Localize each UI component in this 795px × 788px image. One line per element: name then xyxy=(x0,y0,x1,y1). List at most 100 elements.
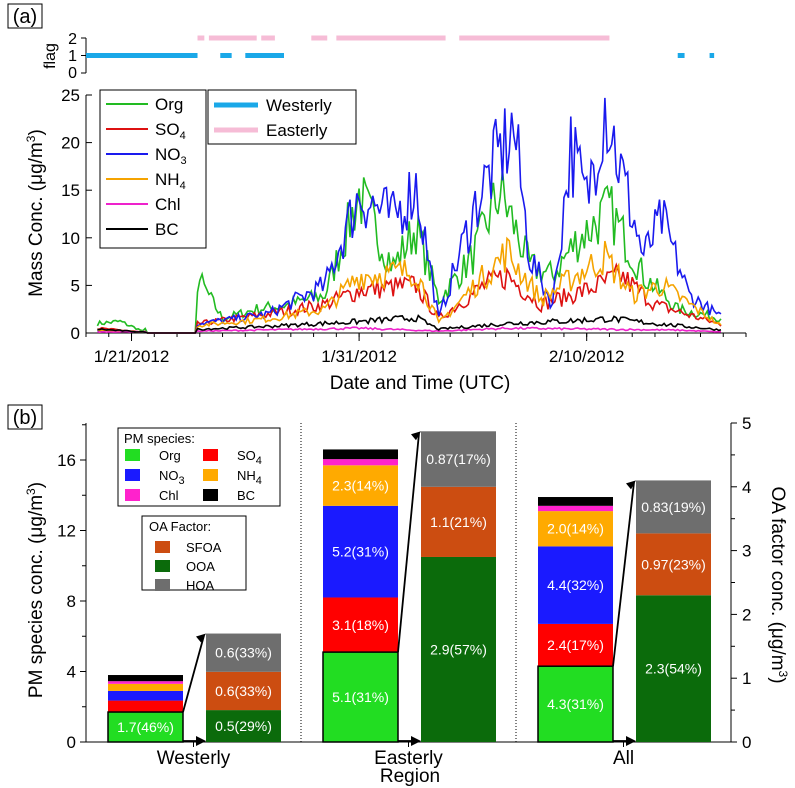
series-line-chl xyxy=(97,326,722,334)
series-line-org xyxy=(96,169,722,334)
legend-pm-swatch-bc xyxy=(203,489,218,501)
y-ticks-right-b: 0 1 2 3 4 5 xyxy=(731,414,751,752)
oa-bar-segment-hoa xyxy=(636,480,711,534)
y-tick-label-left-b: 0 xyxy=(67,733,76,752)
pm-bar-segment-org xyxy=(323,652,398,742)
oa-bar-segment-ooa xyxy=(636,595,711,742)
y-tick-label-right-b: 2 xyxy=(742,605,751,624)
y-tick-label-a: 25 xyxy=(61,86,80,105)
x-tick-label-a: 2/10/2012 xyxy=(549,347,625,366)
oa-bar-segment-ooa xyxy=(206,710,281,742)
legend-label-nh: NH4 xyxy=(155,170,186,192)
group-label-easterly: Easterly xyxy=(374,748,443,769)
legend-oa-swatch-sfoa xyxy=(155,541,170,553)
connector-arrowhead-bottom xyxy=(411,736,421,746)
legend-flag-label-westerly: Westerly xyxy=(266,96,332,115)
legend-flag-label-easterly: Easterly xyxy=(266,121,328,140)
pm-bar-label: 2.3(14%) xyxy=(332,478,389,494)
org-outline xyxy=(107,711,184,743)
y-axis-title-a-sup: 3 xyxy=(24,135,38,142)
flag-axis-title: flag xyxy=(42,43,59,69)
group-label-all: All xyxy=(613,748,634,769)
oa-bar-segment-sfoa xyxy=(206,671,281,711)
flag-tick-label: 2 xyxy=(68,31,77,48)
oa-bar-label: 0.6(33%) xyxy=(215,645,272,661)
oa-bar-segment-sfoa xyxy=(636,533,711,596)
pm-bar-segment-so4 xyxy=(323,597,398,653)
pm-bar-segment-org xyxy=(538,666,613,742)
legend-pm-swatch-chl xyxy=(125,489,140,501)
legend-flags-items: Westerly Easterly xyxy=(214,96,332,140)
x-tick-label-a: 1/21/2012 xyxy=(94,347,170,366)
pm-bar-label: 4.4(32%) xyxy=(547,577,604,593)
pm-bar-label: 5.1(31%) xyxy=(332,689,389,705)
pm-bar-segment-nh4 xyxy=(323,465,398,506)
y-ticks-left-b: 0 4 8 12 16 xyxy=(57,424,86,752)
pm-bar-segment-bc xyxy=(323,449,398,460)
oa-bar-label: 0.5(29%) xyxy=(215,718,272,734)
y-axis-title-left-b-sup: 3 xyxy=(24,488,38,495)
pm-bar-segment-bc xyxy=(108,675,183,682)
x-axis-title-b: Region xyxy=(380,766,440,787)
oa-bar-label: 1.1(21%) xyxy=(430,514,487,530)
pm-bar-segment-bc xyxy=(538,497,613,506)
legend-pm-label-chl: Chl xyxy=(159,488,179,503)
y-tick-label-a: 0 xyxy=(71,324,80,343)
connector-line-top xyxy=(397,433,420,653)
pm-bar-label: 2.4(17%) xyxy=(547,637,604,653)
flag-tick-label: 0 xyxy=(68,65,77,82)
legend-oa-label-ooa: OOA xyxy=(186,559,215,574)
oa-bar-label: 0.6(33%) xyxy=(215,683,272,699)
oa-bar-label: 0.83(19%) xyxy=(641,499,706,515)
y-tick-label-right-b: 3 xyxy=(742,542,751,561)
legend-flags-box xyxy=(207,89,357,145)
oa-bar-segment-sfoa xyxy=(421,486,496,557)
connector-arrowhead-bottom xyxy=(626,736,636,746)
pm-bar-segment-no3 xyxy=(108,690,183,701)
pm-bar-label: 2.0(14%) xyxy=(547,521,604,537)
pm-bar-label: 1.7(46%) xyxy=(117,719,174,735)
legend-pm-swatch-no xyxy=(125,469,140,481)
panel-a-label-box xyxy=(7,3,43,29)
y-axis-title-right-b-main: OA factor conc. (μg/m xyxy=(767,486,788,670)
pm-bar-segment-org xyxy=(108,712,183,742)
y-tick-label-right-b: 0 xyxy=(742,733,751,752)
panel-b-label-box xyxy=(7,404,43,430)
x-ticks-a: 1/21/2012 1/31/2012 2/10/2012 xyxy=(85,333,747,366)
series-line-no3 xyxy=(97,97,722,334)
pm-bar-segment-nh4 xyxy=(538,511,613,547)
legend-label-org: Org xyxy=(155,95,183,114)
legend-pm-label-bc: BC xyxy=(237,488,255,503)
pm-bar-label: 5.2(31%) xyxy=(332,544,389,560)
y-tick-label-left-b: 8 xyxy=(67,592,76,611)
legend-oa-label-hoa: HOA xyxy=(186,578,215,593)
connector-line-top xyxy=(182,635,205,713)
legend-pm-label-nh: NH4 xyxy=(237,468,262,487)
org-outline xyxy=(322,651,399,743)
oa-bar-label: 2.3(54%) xyxy=(645,661,702,677)
legend-pm-label-org: Org xyxy=(159,448,181,463)
legend-pm-title: PM species: xyxy=(124,431,195,446)
legend-species-box xyxy=(99,89,207,249)
oa-bar-label: 0.97(23%) xyxy=(641,556,706,572)
y-tick-label-left-b: 4 xyxy=(67,663,76,682)
oa-bar-label: 0.87(17%) xyxy=(426,451,491,467)
group-label-westerly: Westerly xyxy=(157,748,231,769)
pm-bar-segment-chl xyxy=(108,681,183,684)
pm-bar-label: 3.1(18%) xyxy=(332,617,389,633)
legend-oa-swatch-hoa xyxy=(155,579,170,591)
group-labels: Westerly Easterly All xyxy=(157,742,634,769)
oa-bar-label: 2.9(57%) xyxy=(430,641,487,657)
legend-oa-items: SFOA OOA HOA xyxy=(155,540,222,593)
flag-tick-label: 1 xyxy=(68,48,77,65)
legend-pm-swatch-org xyxy=(125,449,140,461)
legend-species-a: Org SO4 NO3 NH4 Chl BC xyxy=(99,89,207,249)
x-tick-label-a: 1/31/2012 xyxy=(321,347,397,366)
oa-bar-segment-hoa xyxy=(206,633,281,672)
connector-arrowhead-top xyxy=(626,480,636,490)
legend-pm-label-no: NO3 xyxy=(159,468,185,487)
connector-arrowhead-top xyxy=(196,633,206,643)
